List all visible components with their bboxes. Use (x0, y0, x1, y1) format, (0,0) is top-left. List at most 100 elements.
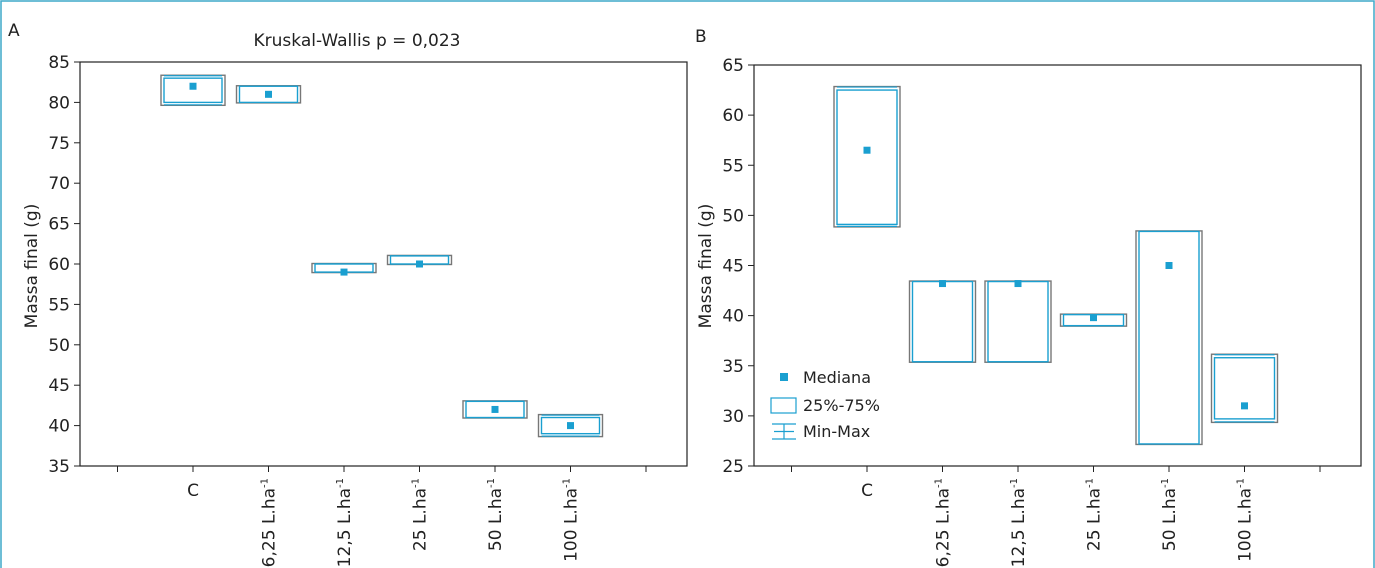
panel-b: B Massa final (g) 25 30 35 40 45 50 55 60 65 C 6,… (695, 27, 1362, 567)
legend-minmax-symbol (772, 423, 796, 440)
a-y-tick-label: 50 (48, 336, 70, 356)
a-median-point (567, 422, 574, 430)
legend-median-marker (780, 373, 788, 381)
b-median-point (863, 146, 871, 154)
b-iqr-box (987, 280, 1049, 363)
a-y-tick-label: 55 (48, 295, 70, 315)
a-x-tick-label: 12,5 L.ha-1 (335, 478, 355, 567)
legend-minmax-label: Min-Max (803, 422, 870, 441)
b-median-point (1241, 402, 1248, 410)
a-box-1 (235, 85, 302, 104)
a-median-point (416, 260, 423, 268)
b-x-tick-label: 25 L.ha-1 (1085, 478, 1105, 551)
a-x-tick-label-sup: -1 (562, 478, 573, 488)
b-x-tick-label: 6,25 L.ha-1 (934, 478, 954, 567)
b-x-tick-label-text: 12,5 L.ha (1009, 488, 1029, 567)
a-median-point (265, 90, 272, 98)
b-x-tick-label-text: C (861, 481, 873, 501)
b-x-tick-label: C (861, 481, 873, 501)
a-x-tick-label-sup: -1 (260, 478, 271, 488)
b-x-tick-label: 12,5 L.ha-1 (1009, 478, 1029, 567)
b-box-2 (984, 280, 1052, 363)
b-median-point (1090, 314, 1097, 322)
b-x-tick-label: 50 L.ha-1 (1160, 478, 1180, 551)
a-x-tick-label: 6,25 L.ha-1 (260, 478, 280, 567)
a-box-4 (462, 400, 528, 419)
a-x-tick-label: 50 L.ha-1 (486, 478, 506, 551)
panel-b-y-axis: 25 30 35 40 45 50 55 60 65 (722, 56, 754, 477)
a-y-tick-label: 65 (48, 215, 70, 235)
b-x-tick-label-text: 6,25 L.ha (934, 488, 954, 567)
a-x-tick-label-sup: -1 (411, 478, 422, 488)
panel-a-boxes (160, 74, 604, 438)
legend-iqr-swatch (770, 397, 797, 414)
b-x-tick-label-sup: -1 (1085, 478, 1096, 488)
a-median-point (189, 82, 197, 90)
b-x-tick-label-sup: -1 (1236, 478, 1247, 488)
b-y-tick-label: 40 (722, 307, 744, 327)
b-median-point (1014, 280, 1022, 288)
panel-a-y-axis: 35 40 45 50 55 60 65 70 75 80 85 (48, 53, 80, 477)
a-x-tick-label-text: 50 L.ha (486, 488, 506, 551)
a-box-0 (160, 74, 226, 107)
b-y-tick-label: 35 (722, 357, 744, 377)
a-y-tick-label: 35 (48, 457, 70, 477)
a-x-tick-label-text: 100 L.ha (562, 488, 582, 562)
a-x-tick-label-text: 25 L.ha (411, 488, 431, 551)
panel-a-x-axis: C 6,25 L.ha-112,5 L.ha-125 L.ha-150 L.ha-… (117, 466, 647, 567)
b-box-1 (908, 280, 977, 363)
a-box-3 (386, 254, 453, 268)
panel-b-boxes (833, 85, 1279, 446)
a-x-tick-label-text: 12,5 L.ha (335, 488, 355, 567)
b-x-tick-label-sup: -1 (1009, 478, 1020, 488)
b-x-tick-label-sup: -1 (1160, 478, 1171, 488)
b-y-tick-label: 45 (722, 257, 744, 277)
a-x-tick-label: C (187, 481, 199, 501)
b-box-0 (833, 85, 901, 228)
b-x-tick-label: 100 L.ha-1 (1236, 478, 1256, 562)
panel-b-ylabel: Massa final (g) (696, 204, 716, 329)
panel-a-plot-frame (79, 61, 688, 467)
a-box-2 (311, 262, 377, 276)
b-y-tick-label: 25 (722, 457, 744, 477)
a-x-tick-label: 100 L.ha-1 (562, 478, 582, 562)
b-y-tick-label: 55 (722, 156, 744, 176)
legend-median-label: Mediana (803, 368, 871, 387)
a-x-tick-label-sup: -1 (335, 478, 346, 488)
a-y-tick-label: 75 (48, 134, 70, 154)
b-x-tick-label-text: 50 L.ha (1160, 488, 1180, 551)
b-box-3 (1059, 313, 1128, 327)
a-iqr-box (163, 77, 223, 104)
b-x-tick-label-text: 100 L.ha (1236, 488, 1256, 562)
a-y-tick-label: 60 (48, 255, 70, 275)
b-x-tick-label-sup: -1 (934, 478, 945, 488)
panel-b-label: B (695, 27, 707, 47)
b-y-tick-label: 60 (722, 106, 744, 126)
panel-a-title: Kruskal-Wallis p = 0,023 (254, 31, 461, 51)
b-iqr-box (911, 280, 974, 363)
a-median-point (491, 405, 499, 413)
b-y-tick-label: 30 (722, 407, 744, 427)
b-box-5 (1210, 353, 1279, 424)
a-y-tick-label: 80 (48, 93, 70, 113)
b-y-tick-label: 50 (722, 206, 744, 226)
a-median-point (340, 268, 348, 276)
b-y-tick-label: 65 (722, 56, 744, 76)
a-y-tick-label: 70 (48, 174, 70, 194)
a-x-tick-label-text: 6,25 L.ha (260, 488, 280, 567)
a-y-tick-label: 40 (48, 417, 70, 437)
b-box-4 (1135, 230, 1203, 446)
b-iqr-box (1213, 357, 1276, 420)
a-y-tick-label: 85 (48, 53, 70, 73)
a-x-tick-label-text: C (187, 481, 199, 501)
panel-b-x-axis: C 6,25 L.ha-112,5 L.ha-125 L.ha-150 L.ha-… (791, 466, 1321, 567)
legend: Mediana 25%-75% Min-Max (770, 368, 880, 441)
b-median-point (939, 280, 946, 288)
a-x-tick-label-sup: -1 (486, 478, 497, 488)
panel-a: A Kruskal-Wallis p = 0,023 Massa final (… (8, 21, 688, 567)
b-x-tick-label-text: 25 L.ha (1085, 488, 1105, 551)
b-iqr-box (836, 89, 898, 226)
a-x-tick-label: 25 L.ha-1 (411, 478, 431, 551)
